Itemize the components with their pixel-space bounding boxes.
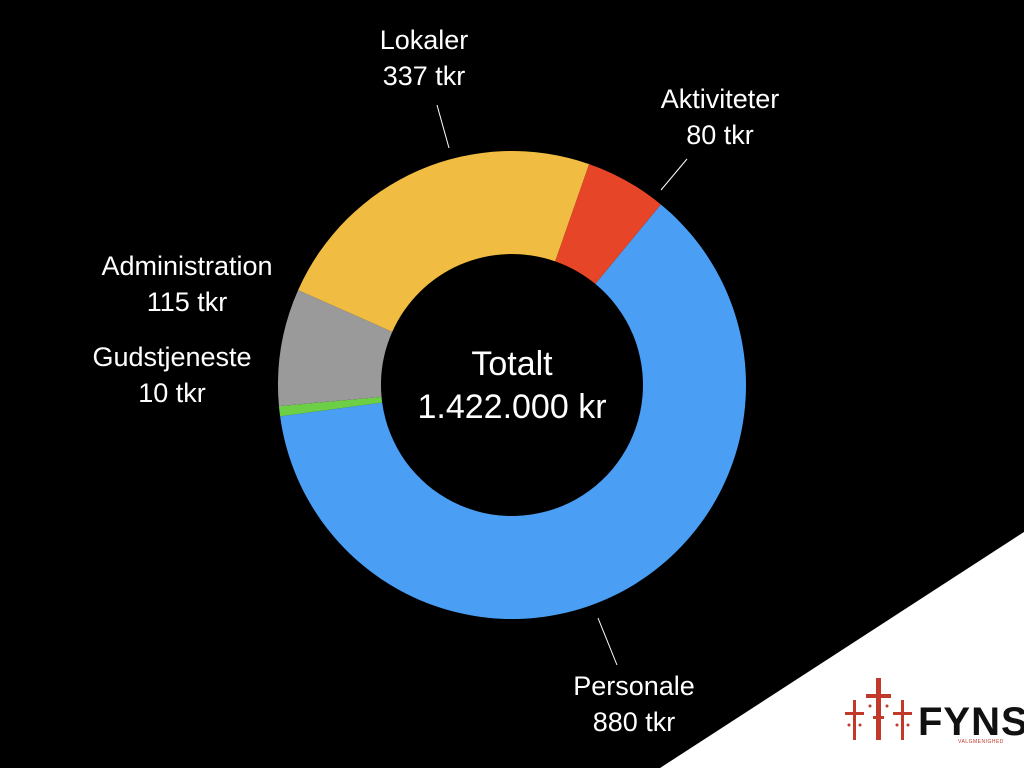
leader-line-lokaler <box>436 104 450 149</box>
label-gudstjeneste-value: 10 tkr <box>138 378 206 408</box>
logo-word: FYNS <box>918 700 1024 744</box>
label-administration-value: 115 tkr <box>147 287 228 317</box>
label-personale-value: 880 tkr <box>593 707 676 737</box>
leader-lines <box>436 104 688 666</box>
slice-personale <box>280 204 746 619</box>
donut-slices <box>278 150 746 619</box>
label-lokaler-name: Lokaler <box>380 25 469 55</box>
slice-lokaler <box>298 150 590 332</box>
label-personale-name: Personale <box>573 671 695 701</box>
leader-line-personale <box>597 617 618 666</box>
fyns-logo: FYNS VALGMENIGHED <box>845 678 1024 745</box>
leader-line-aktiviteter <box>660 158 688 191</box>
label-aktiviteter-name: Aktiviteter <box>661 84 780 114</box>
slice-administration <box>278 290 393 407</box>
label-gudstjeneste-name: Gudstjeneste <box>92 342 251 372</box>
label-lokaler-value: 337 tkr <box>383 61 466 91</box>
slice-aktiviteter <box>555 164 661 284</box>
center-total-title: Totalt <box>471 345 553 383</box>
label-administration-name: Administration <box>101 251 272 281</box>
slice-gudstjeneste <box>278 396 383 417</box>
crosses-icon <box>845 678 912 740</box>
corner-background <box>660 532 1024 768</box>
label-aktiviteter-value: 80 tkr <box>686 120 754 150</box>
center-total-value: 1.422.000 kr <box>417 388 606 426</box>
logo-subtitle: VALGMENIGHED <box>958 739 1004 745</box>
